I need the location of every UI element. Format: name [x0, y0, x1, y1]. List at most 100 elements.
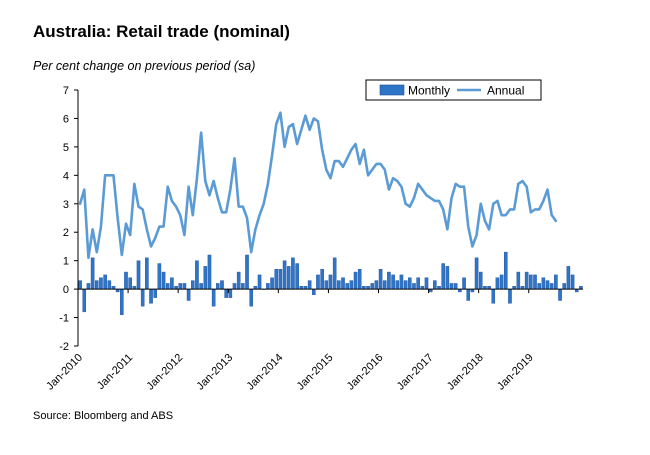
monthly-bar [504, 251, 508, 290]
monthly-bar [408, 277, 412, 290]
annual-line [78, 111, 558, 260]
monthly-bar [170, 277, 174, 290]
monthly-bar [466, 288, 471, 301]
monthly-bar [124, 271, 128, 290]
monthly-bar [324, 280, 329, 290]
monthly-bar [357, 269, 362, 290]
x-tick-label: Jan-2010 [44, 352, 85, 393]
monthly-bar [320, 269, 324, 290]
axes [74, 89, 583, 347]
monthly-bar [216, 283, 220, 290]
x-tick-label: Jan-2012 [144, 352, 185, 393]
monthly-bar [236, 271, 241, 290]
monthly-bar [224, 288, 228, 298]
chart-subtitle: Per cent change on previous period (sa) [33, 59, 256, 73]
monthly-bar [399, 274, 404, 290]
monthly-bar [78, 280, 82, 290]
x-tick-label: Jan-2019 [495, 352, 536, 393]
x-tick-label: Jan-2011 [95, 352, 135, 392]
monthly-bar [136, 260, 141, 290]
monthly-bars [78, 251, 583, 315]
monthly-bar [499, 274, 504, 290]
monthly-bar [249, 288, 253, 307]
y-tick-label: -1 [59, 313, 69, 325]
y-tick-label: 5 [63, 142, 69, 154]
monthly-bar [278, 269, 283, 290]
monthly-bar [391, 274, 395, 290]
legend: Monthly Annual [365, 79, 542, 101]
monthly-bar [291, 257, 295, 290]
monthly-bar [345, 283, 349, 290]
monthly-bar [153, 288, 157, 298]
monthly-bar [349, 280, 354, 290]
monthly-bar [257, 274, 262, 290]
monthly-bar [241, 283, 245, 290]
legend-box [365, 79, 542, 101]
monthly-bar [165, 283, 170, 290]
monthly-bar [403, 280, 408, 290]
monthly-bar [99, 277, 103, 290]
monthly-bar [395, 280, 400, 290]
x-tick-label: Jan-2017 [395, 352, 436, 393]
monthly-bar [270, 277, 274, 290]
monthly-bar [433, 280, 437, 290]
monthly-bar [424, 277, 429, 290]
monthly-bar [412, 283, 416, 290]
monthly-bar [207, 254, 212, 290]
monthly-bar [274, 269, 279, 290]
x-tick-label: Jan-2013 [194, 352, 235, 393]
monthly-bar [462, 277, 466, 290]
legend-swatch-monthly [379, 84, 405, 96]
monthly-bar [549, 283, 554, 290]
y-tick-label: 7 [63, 85, 69, 97]
monthly-bar [378, 269, 383, 290]
monthly-bar [570, 274, 575, 290]
monthly-bar [370, 283, 375, 290]
monthly-bar [316, 274, 320, 290]
monthly-bar [211, 288, 216, 307]
monthly-bar [341, 277, 345, 290]
monthly-bar [554, 274, 558, 290]
monthly-bar [529, 274, 533, 290]
monthly-bar [157, 263, 162, 290]
monthly-bar [295, 263, 299, 290]
y-tick-label: 1 [63, 256, 69, 268]
monthly-bar [90, 257, 95, 290]
monthly-bar [537, 283, 541, 290]
monthly-bar [337, 280, 341, 290]
monthly-bar [186, 288, 191, 301]
monthly-bar [491, 288, 496, 304]
monthly-bar [533, 274, 537, 290]
monthly-bar [558, 288, 562, 301]
annual-line-group [78, 111, 558, 260]
monthly-bar [195, 260, 199, 290]
monthly-bar [449, 283, 454, 290]
monthly-bar [161, 271, 166, 290]
monthly-bar [545, 280, 550, 290]
monthly-bar [245, 254, 249, 290]
monthly-bar [445, 266, 450, 290]
monthly-bar [203, 266, 208, 290]
monthly-bar [128, 277, 132, 290]
y-tick-label: 4 [63, 170, 69, 182]
monthly-bar [220, 280, 224, 290]
monthly-bar [474, 257, 479, 290]
monthly-bar [541, 277, 546, 290]
x-tick-label: Jan-2015 [295, 352, 336, 393]
monthly-bar [145, 257, 149, 290]
monthly-bar [374, 280, 379, 290]
monthly-bar [328, 274, 333, 290]
monthly-bar [120, 288, 124, 315]
legend-label-monthly: Monthly [408, 84, 450, 98]
monthly-bar [228, 288, 233, 298]
monthly-bar [286, 266, 291, 290]
monthly-bar [307, 280, 312, 290]
monthly-bar [266, 283, 270, 290]
monthly-bar [103, 274, 107, 290]
y-tick-label: 6 [63, 113, 69, 125]
monthly-bar [524, 271, 529, 290]
monthly-bar [190, 280, 195, 290]
monthly-bar [516, 271, 521, 290]
y-tick-label: 3 [63, 199, 69, 211]
y-tick-label: -2 [59, 341, 69, 353]
